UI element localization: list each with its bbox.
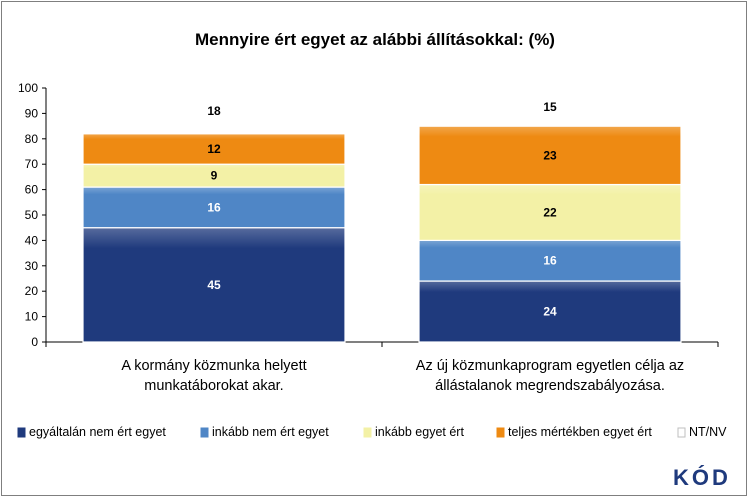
legend-swatch	[17, 427, 26, 438]
data-label: 15	[543, 100, 557, 114]
data-label: 22	[543, 205, 557, 219]
legend-label: egyáltalán nem ért egyet	[29, 425, 166, 439]
y-tick-label: 90	[25, 106, 39, 120]
chart-title: Mennyire ért egyet az alábbi állításokka…	[195, 30, 555, 49]
y-tick-label: 50	[25, 208, 39, 222]
bar-segment	[82, 133, 346, 165]
legend-swatch	[200, 427, 209, 438]
bar-segment	[82, 227, 346, 343]
bar-segment	[418, 125, 682, 186]
y-tick-label: 70	[25, 157, 39, 171]
category-label: munkatáborokat akar.	[144, 378, 283, 394]
legend-swatch	[677, 427, 686, 438]
legend-swatch	[496, 427, 505, 438]
kod-logo: KÓD	[665, 464, 739, 490]
category-label: A kormány közmunka helyett	[121, 358, 306, 374]
data-label: 24	[543, 305, 557, 319]
y-tick-label: 10	[25, 310, 39, 324]
bar-segment	[82, 87, 346, 135]
y-tick-label: 80	[25, 132, 39, 146]
data-label: 23	[543, 148, 557, 162]
data-label: 18	[207, 104, 221, 118]
bar-segment	[418, 280, 682, 343]
y-tick-label: 100	[18, 81, 38, 95]
legend-swatch	[363, 427, 372, 438]
y-tick-label: 30	[25, 259, 39, 273]
category-label: állástalanok megrendszabályozása.	[435, 378, 665, 394]
bar-segment	[82, 186, 346, 229]
logo-text: KÓD	[673, 465, 731, 490]
data-label: 16	[207, 200, 221, 214]
y-tick-label: 40	[25, 233, 39, 247]
y-tick-label: 60	[25, 183, 39, 197]
legend-label: teljes mértékben egyet ért	[508, 425, 652, 439]
data-label: 12	[207, 142, 221, 156]
legend-label: inkább nem ért egyet	[212, 425, 329, 439]
data-label: 16	[543, 254, 557, 268]
legend-label: inkább egyet ért	[375, 425, 464, 439]
bar-segment	[418, 183, 682, 242]
legend-label: NT/NV	[689, 425, 727, 439]
data-label: 45	[207, 278, 221, 292]
y-tick-label: 0	[31, 335, 38, 349]
data-label: 9	[211, 169, 218, 183]
category-label: Az új közmunkaprogram egyetlen célja az	[416, 358, 684, 374]
y-tick-label: 20	[25, 284, 39, 298]
bar-segment	[418, 87, 682, 127]
